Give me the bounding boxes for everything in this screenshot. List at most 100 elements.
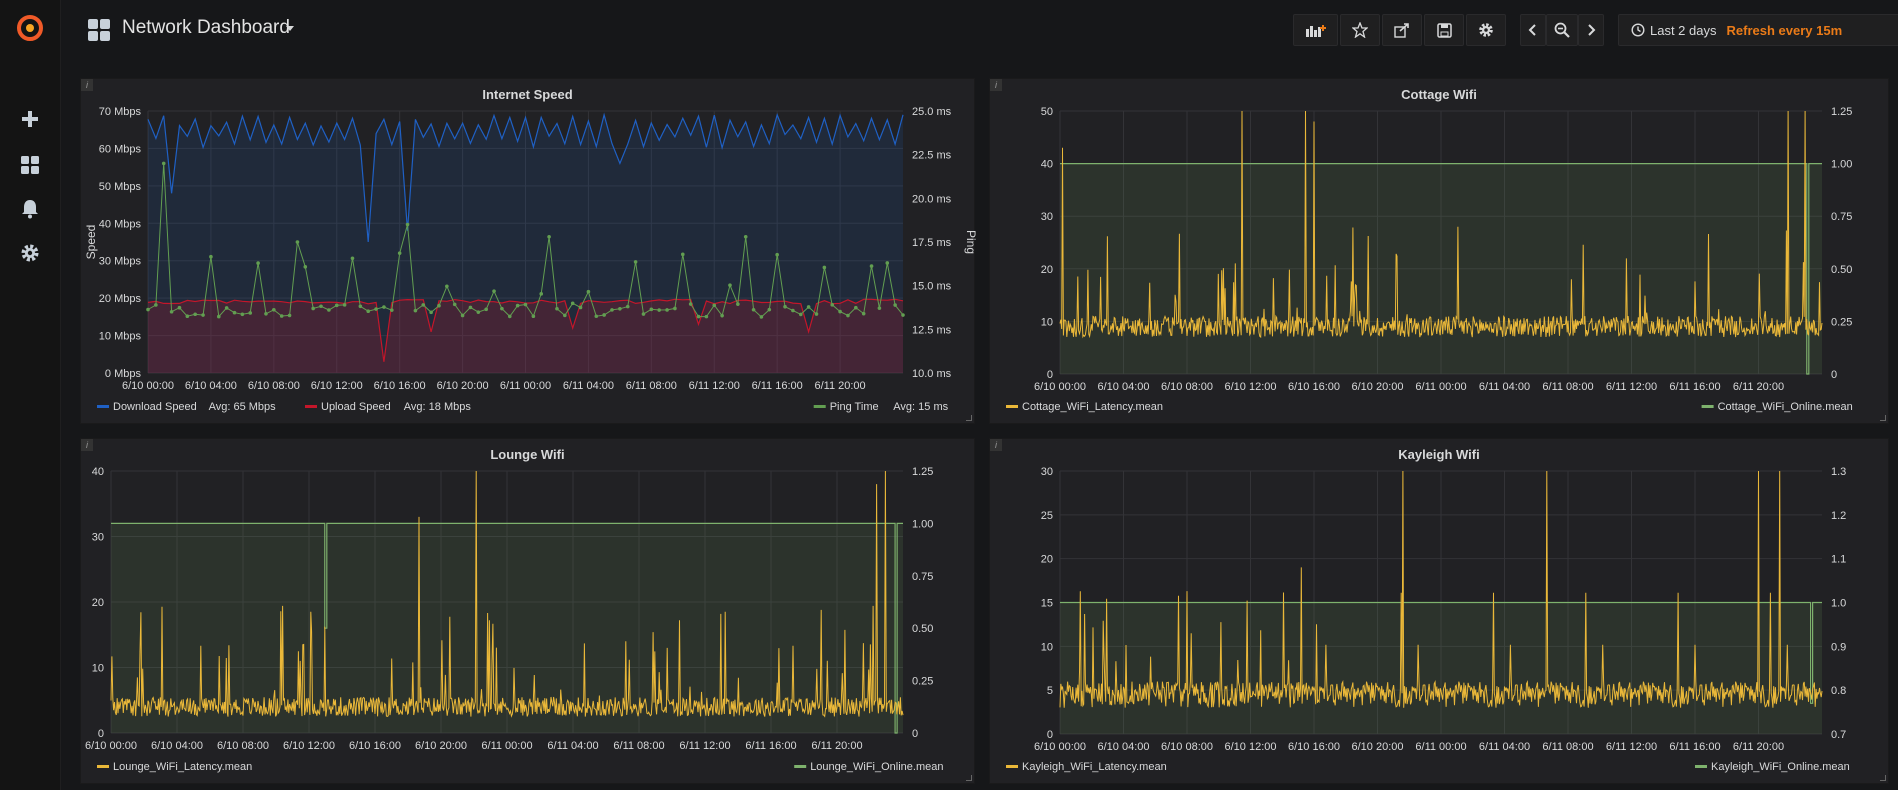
y-tick-label: 0 Mbps — [105, 368, 142, 380]
star-button[interactable] — [1340, 14, 1380, 46]
time-range-label: Last 2 days — [1650, 22, 1717, 38]
dashboard-title[interactable]: Network Dashboard — [122, 17, 290, 38]
info-icon[interactable]: i — [990, 439, 1002, 451]
y2-tick-label: 1.3 — [1831, 466, 1846, 478]
add-panel-button[interactable] — [1293, 14, 1338, 46]
y2-tick-label: 25.0 ms — [912, 106, 952, 118]
panel-title[interactable]: Lounge Wifi — [490, 447, 565, 462]
panel-title[interactable]: Kayleigh Wifi — [1398, 447, 1480, 462]
ping-point — [248, 311, 253, 315]
latency-line — [1059, 110, 1823, 339]
legend-swatch — [1701, 405, 1714, 408]
share-button[interactable] — [1382, 14, 1422, 46]
resize-handle[interactable] — [1880, 415, 1886, 421]
x-tick-label: 6/11 16:00 — [745, 740, 796, 752]
ping-point — [256, 261, 260, 265]
bell-icon[interactable] — [16, 195, 44, 223]
y-tick-label: 30 — [1041, 466, 1053, 478]
ping-point — [555, 306, 559, 311]
gear-icon[interactable] — [16, 239, 44, 267]
ping-point — [405, 222, 410, 227]
info-icon[interactable]: i — [990, 79, 1002, 91]
y-tick-label: 30 Mbps — [99, 256, 142, 268]
y2-tick-label: 0.9 — [1831, 641, 1846, 653]
legend-label: Lounge_WiFi_Online.mean — [810, 761, 943, 773]
ping-point — [161, 161, 166, 166]
plus-icon[interactable] — [16, 105, 44, 133]
x-tick-label: 6/10 00:00 — [122, 380, 174, 392]
zoom-out-button[interactable] — [1546, 14, 1578, 46]
ping-point — [743, 234, 748, 239]
panel-lounge-wifi[interactable]: i Lounge Wifi 0 10 20 30 40 0 0.25 0.50 0.75 1.00… — [80, 438, 975, 784]
ping-point — [846, 313, 850, 318]
dashboards-icon[interactable] — [16, 151, 44, 179]
legend-swatch — [794, 765, 807, 768]
ping-point — [358, 304, 363, 309]
x-tick-label: 6/10 00:00 — [1034, 381, 1086, 393]
ping-point — [641, 312, 646, 316]
x-tick-label: 6/11 04:00 — [1479, 381, 1530, 393]
x-tick-label: 6/10 16:00 — [349, 740, 401, 752]
resize-handle[interactable] — [966, 415, 972, 421]
ping-point — [146, 307, 150, 312]
x-tick-label: 6/10 12:00 — [1225, 381, 1277, 393]
legend-stat: Avg: 65 Mbps — [209, 401, 277, 413]
ping-point — [240, 312, 245, 317]
panel-internet-speed[interactable]: i Internet Speed 0 Mbps 10 Mbps 20 Mbps 30 … — [80, 78, 976, 424]
y2-tick-label: 10.0 ms — [912, 368, 952, 380]
info-icon[interactable]: i — [81, 79, 93, 91]
ping-point — [319, 304, 323, 309]
ping-point — [539, 292, 544, 296]
ping-point — [311, 306, 315, 311]
panel-title[interactable]: Internet Speed — [482, 87, 573, 102]
ping-point — [366, 309, 371, 314]
legend-swatch — [1006, 405, 1018, 408]
x-tick-label: 6/11 08:00 — [626, 380, 677, 392]
ping-point — [264, 311, 268, 316]
y-tick-label: 40 — [92, 466, 104, 478]
ping-point — [625, 304, 630, 309]
ping-point — [814, 312, 819, 316]
legend-stat: Avg: 18 Mbps — [404, 401, 472, 413]
x-tick-label: 6/10 20:00 — [1352, 381, 1404, 393]
ping-point — [500, 306, 504, 311]
time-forward-button[interactable] — [1578, 14, 1604, 46]
panel-kayleigh-wifi[interactable]: i Kayleigh Wifi 0 5 10 15 20 25 30 0.7 0.8 0.9 1.0… — [989, 438, 1889, 784]
ping-point — [390, 308, 394, 312]
ping-point — [594, 314, 599, 319]
ping-point — [382, 305, 386, 309]
save-button[interactable] — [1424, 14, 1464, 46]
settings-button[interactable] — [1466, 14, 1506, 46]
resize-handle[interactable] — [966, 775, 972, 781]
kayleigh-wifi-chart: 0 5 10 15 20 25 30 0.7 0.8 0.9 1.0 1.1 1.2 1.3 6/10 00… — [1006, 466, 1850, 773]
ping-point — [720, 313, 724, 318]
x-tick-label: 6/10 04:00 — [185, 380, 237, 392]
panel-title[interactable]: Cottage Wifi — [1401, 87, 1477, 102]
legend-stat: Avg: 15 ms — [893, 401, 948, 413]
online-line — [1060, 601, 1822, 704]
x-tick-label: 6/11 16:00 — [1669, 741, 1720, 753]
x-tick-label: 6/10 04:00 — [1098, 741, 1150, 753]
ping-point — [775, 252, 779, 257]
y-tick-label: 25 — [1041, 510, 1053, 522]
ping-point — [279, 314, 284, 318]
ping-point — [193, 312, 197, 317]
y2-tick-label: 1.00 — [1831, 159, 1852, 171]
y-tick-label: 15 — [1041, 598, 1053, 610]
ping-point — [421, 303, 426, 307]
resize-handle[interactable] — [1880, 775, 1886, 781]
info-icon[interactable]: i — [81, 439, 93, 451]
time-picker-button[interactable]: Last 2 days Refresh every 15m — [1618, 14, 1898, 46]
ping-point — [413, 308, 418, 313]
panel-cottage-wifi[interactable]: i Cottage Wifi 0 10 20 30 40 50 0 0.25 0.50 0.75 1… — [989, 78, 1889, 424]
ping-point — [633, 260, 638, 264]
time-back-button[interactable] — [1520, 14, 1546, 46]
save-icon — [1436, 22, 1452, 38]
chevron-down-icon[interactable] — [286, 26, 294, 31]
grafana-logo-icon[interactable] — [14, 12, 46, 44]
y-tick-label: 0 — [98, 728, 104, 740]
ping-point — [515, 303, 520, 308]
ping-point — [791, 308, 795, 313]
y-tick-label: 40 — [1041, 159, 1053, 171]
ping-point — [350, 256, 355, 261]
